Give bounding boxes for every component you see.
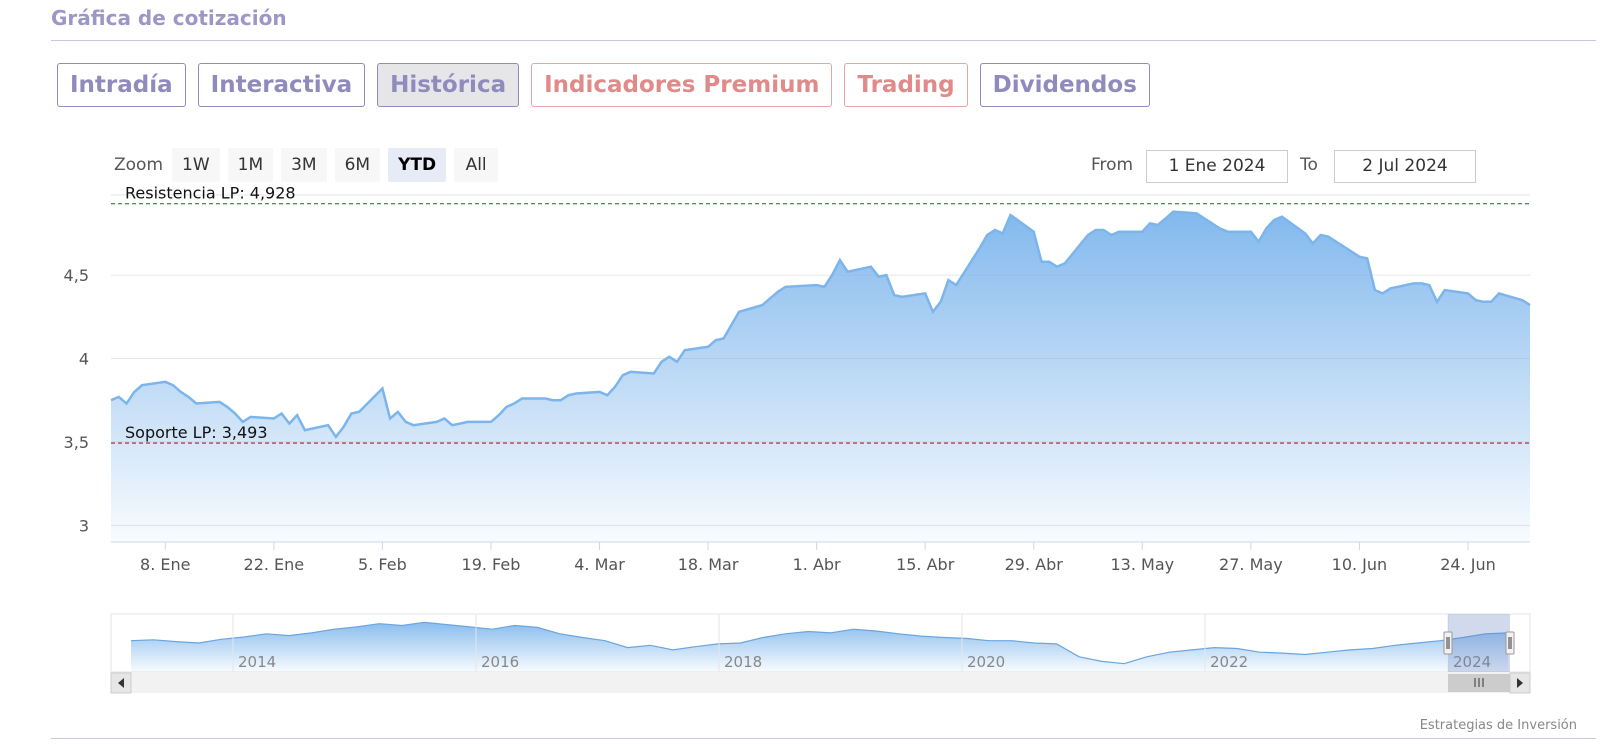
navigator-line (130, 621, 1509, 665)
y-tick-label: 3 (79, 516, 89, 535)
x-tick-label: 13. May (1110, 555, 1174, 574)
zoom-button-1m[interactable]: 1M (227, 148, 274, 182)
navigator-year-label: 2018 (724, 653, 762, 671)
x-tick-label: 19. Feb (462, 555, 521, 574)
x-tick-label: 10. Jun (1332, 555, 1388, 574)
scrollbar-track[interactable] (111, 673, 1530, 693)
x-tick-label: 1. Abr (793, 555, 841, 574)
zoom-button-all[interactable]: All (454, 148, 499, 182)
title-divider (51, 40, 1596, 41)
from-label: From (1091, 155, 1134, 175)
x-tick-label: 4. Mar (574, 555, 625, 574)
navigator-year-label: 2016 (481, 653, 519, 671)
tab-intradía[interactable]: Intradía (57, 63, 186, 107)
navigator-area (131, 622, 1508, 672)
navigator-year-label: 2024 (1453, 653, 1491, 671)
tab-trading[interactable]: Trading (844, 63, 968, 107)
credits-label[interactable]: Estrategias de Inversión (1419, 718, 1577, 733)
y-tick-label: 4,5 (64, 266, 89, 285)
navigator-handle-right[interactable] (1505, 631, 1515, 655)
tab-dividendos[interactable]: Dividendos (979, 63, 1150, 107)
zoom-button-3m[interactable]: 3M (281, 148, 327, 182)
arrow-left-icon (118, 678, 124, 688)
to-label: To (1300, 155, 1318, 175)
navigator-year-label: 2022 (1210, 653, 1248, 671)
support-label: Soporte LP: 3,493 (125, 423, 268, 442)
zoom-label: Zoom (114, 155, 164, 175)
x-tick-label: 5. Feb (358, 555, 407, 574)
resistance-label: Resistencia LP: 4,928 (125, 184, 296, 203)
zoom-button-6m[interactable]: 6M (334, 148, 381, 182)
x-tick-label: 24. Jun (1440, 555, 1496, 574)
bottom-divider (51, 738, 1596, 739)
tab-interactiva[interactable]: Interactiva (197, 63, 366, 107)
x-tick-label: 18. Mar (678, 555, 739, 574)
price-area (111, 211, 1530, 542)
section-title: Gráfica de cotización (51, 6, 287, 30)
x-tick-label: 29. Abr (1005, 555, 1064, 574)
x-tick-label: 27. May (1219, 555, 1283, 574)
y-tick-label: 4 (79, 349, 89, 368)
price-line[interactable] (110, 210, 1531, 440)
to-date-input[interactable]: 2 Jul 2024 (1334, 150, 1476, 183)
navigator-selection[interactable] (1448, 614, 1510, 672)
x-tick-label: 15. Abr (896, 555, 955, 574)
x-tick-label: 8. Ene (140, 555, 190, 574)
tab-histórica[interactable]: Histórica (377, 63, 520, 107)
x-tick-label: 22. Ene (244, 555, 305, 574)
zoom-button-1w[interactable]: 1W (172, 148, 220, 182)
chart-tabs: Intradía Interactiva Histórica Indicadores … (57, 63, 1150, 107)
navigator-year-label: 2014 (238, 653, 276, 671)
from-date-input[interactable]: 1 Ene 2024 (1146, 150, 1288, 183)
zoom-buttons: 1W 1M 3M 6M YTD All (172, 148, 499, 182)
tab-indicadores-premium[interactable]: Indicadores Premium (531, 63, 833, 107)
navigator-handle-left[interactable] (1443, 631, 1453, 655)
navigator-year-label: 2020 (967, 653, 1005, 671)
y-tick-label: 3,5 (64, 433, 89, 452)
zoom-button-ytd[interactable]: YTD (388, 148, 447, 182)
arrow-right-icon (1517, 678, 1523, 688)
